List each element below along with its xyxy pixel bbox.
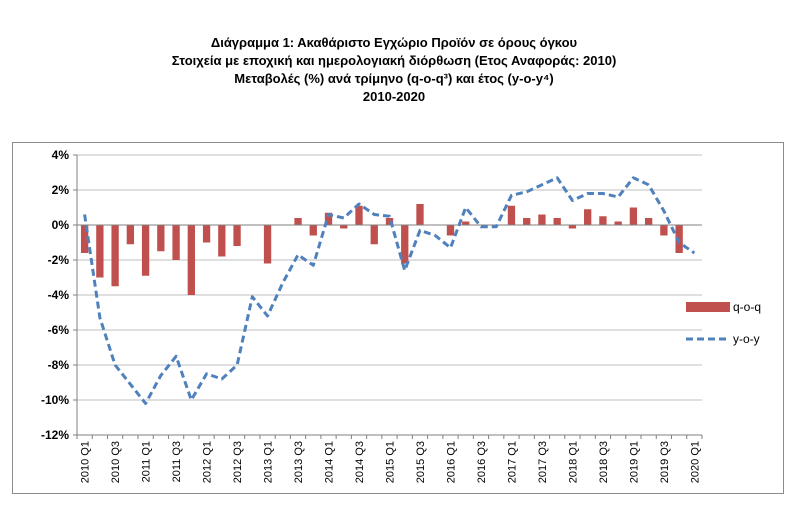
axes [76, 155, 702, 436]
bar-q-o-q [538, 214, 546, 225]
bar-q-o-q [599, 216, 607, 225]
bar-q-o-q [233, 225, 241, 246]
x-tick-label: 2012 Q1 [202, 441, 214, 483]
bar-q-o-q [126, 225, 135, 245]
bar-q-o-q [660, 225, 668, 236]
bar-q-o-q [507, 205, 516, 225]
legend-swatch-q-o-q [686, 302, 730, 312]
x-tick-label: 2013 Q1 [263, 441, 275, 483]
bar-q-o-q [370, 225, 378, 245]
x-tick-label: 2014 Q3 [354, 441, 366, 483]
bars-q-o-q [80, 204, 683, 295]
chart-title-line-4: 2010-2020 [362, 89, 426, 104]
y-tick-label: 2% [52, 183, 70, 197]
bar-q-o-q [202, 225, 211, 243]
bar-q-o-q [218, 225, 226, 257]
grid-lines [77, 154, 702, 436]
x-tick-label: 2019 Q1 [628, 441, 640, 483]
bar-q-o-q [172, 225, 180, 260]
chart-title-line-1: Διάγραμμα 1: Ακαθάριστο Εγχώριο Προϊόν σ… [210, 35, 578, 50]
bar-q-o-q [523, 218, 531, 225]
y-tick-label: 0% [52, 218, 70, 232]
bar-q-o-q [157, 225, 165, 252]
y-tick-label: -8% [48, 358, 70, 372]
x-tick-label: 2014 Q1 [324, 441, 336, 483]
x-tick-label: 2015 Q3 [415, 441, 427, 483]
x-tick-label: 2019 Q3 [659, 441, 671, 483]
y-axis-ticks: 4% 2% 0% -2% -4% -6% -8% -10% -12% [41, 148, 77, 442]
y-tick-label: -2% [48, 253, 70, 267]
bar-q-o-q [294, 218, 302, 225]
x-tick-label: 2018 Q1 [567, 441, 579, 483]
x-tick-label: 2010 Q1 [80, 441, 92, 483]
series-line-y-o-y [83, 176, 696, 405]
legend: q-o-q y-o-y [686, 300, 761, 346]
x-axis-ticks: 2010 Q1 2010 Q3 2011 Q1 2011 Q3 2012 Q1 2012 … [76, 435, 703, 483]
x-tick-label: 2011 Q1 [141, 441, 153, 482]
x-tick-label: 2011 Q3 [171, 441, 183, 482]
bar-q-o-q [324, 212, 333, 225]
bar-q-o-q [553, 218, 561, 225]
x-tick-label: 2015 Q1 [385, 441, 397, 483]
x-tick-label: 2020 Q1 [689, 441, 701, 483]
bar-q-o-q [96, 225, 104, 278]
legend-label-y-o-y: y-o-y [733, 332, 760, 346]
bar-q-o-q [263, 225, 272, 264]
bar-q-o-q [462, 221, 470, 225]
bar-q-o-q [111, 225, 119, 287]
bar-q-o-q [629, 207, 638, 225]
bar-q-o-q [401, 225, 409, 264]
chart-title-line-2: Στοιχεία με εποχική και ημερολογιακή διό… [171, 53, 617, 68]
legend-label-q-o-q: q-o-q [733, 300, 761, 314]
bar-q-o-q [416, 204, 424, 225]
x-tick-label: 2013 Q3 [293, 441, 305, 483]
bar-q-o-q [309, 225, 317, 236]
bar-q-o-q [355, 205, 363, 225]
chart-title-line-3: Μεταβολές (%) ανά τρίμηνο (q-o-q³) και έ… [234, 71, 554, 86]
bar-q-o-q [568, 225, 577, 229]
y-tick-label: -6% [48, 323, 70, 337]
bar-q-o-q [340, 225, 348, 229]
bar-q-o-q [141, 225, 150, 276]
bar-q-o-q [584, 209, 592, 225]
bar-q-o-q [446, 225, 455, 236]
line-y-o-y [83, 176, 696, 405]
x-tick-label: 2017 Q1 [506, 441, 518, 483]
x-tick-label: 2010 Q3 [110, 441, 122, 483]
y-tick-label: -10% [41, 393, 69, 407]
y-tick-label: -12% [41, 428, 69, 442]
bar-q-o-q [644, 218, 653, 225]
y-tick-label: -4% [48, 288, 70, 302]
bar-q-o-q [187, 225, 195, 295]
bar-q-o-q [614, 221, 622, 225]
y-tick-label: 4% [52, 148, 70, 162]
x-tick-label: 2016 Q3 [476, 441, 488, 483]
chart-frame [12, 142, 784, 494]
x-tick-label: 2017 Q3 [537, 441, 549, 483]
x-tick-label: 2016 Q1 [445, 441, 457, 483]
bar-q-o-q [80, 225, 89, 253]
bar-q-o-q [675, 225, 683, 253]
x-tick-label: 2012 Q3 [232, 441, 244, 483]
x-tick-label: 2018 Q3 [598, 441, 610, 483]
